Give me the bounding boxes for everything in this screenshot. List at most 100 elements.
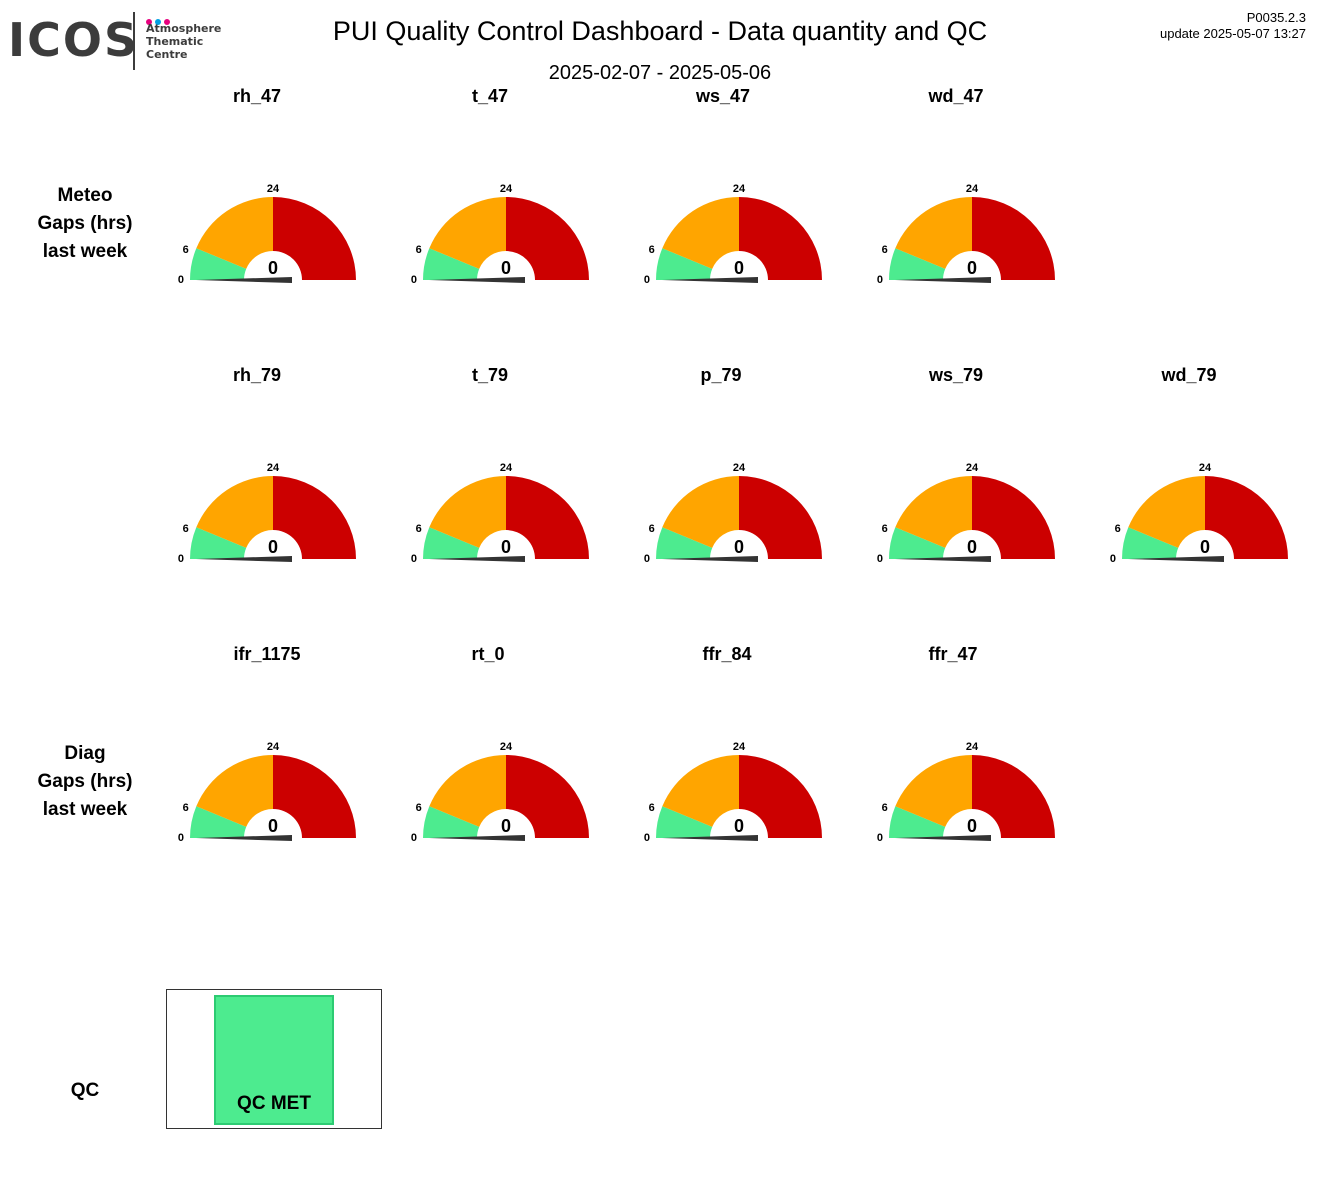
gauge-t-79: t_790624480 — [390, 365, 590, 565]
gauge-dial: 0624480 — [1110, 462, 1288, 565]
gauge-tick-label: 24 — [267, 741, 280, 753]
gauge-band — [506, 197, 589, 280]
gauge-tick-label: 0 — [178, 274, 184, 286]
gauge-dial: 0624480 — [644, 183, 822, 286]
gauge-tick-label: 24 — [500, 462, 513, 474]
gauge-t-47: t_470624480 — [390, 86, 590, 286]
gauge-tick-label: 24 — [966, 183, 979, 195]
gauge-band — [190, 806, 247, 838]
gauge-value: 0 — [268, 258, 278, 278]
gauge-needle — [895, 556, 991, 562]
gauge-band — [196, 476, 273, 548]
gauge-tick-label: 6 — [882, 244, 888, 256]
gauge-tick-label: 24 — [966, 462, 979, 474]
gauge-tick-label: 24 — [733, 462, 746, 474]
gauge-tick-label: 6 — [882, 802, 888, 814]
gauge-title: rh_47 — [232, 86, 282, 106]
gauge-band — [273, 755, 356, 838]
gauge-needle — [662, 277, 758, 283]
gauge-dial: 0624480 — [178, 183, 356, 286]
gauge-wd-47: wd_470624480 — [856, 86, 1056, 286]
gauge-tick-label: 0 — [644, 553, 650, 565]
gauge-band — [273, 476, 356, 559]
gauge-ws-47: ws_470624480 — [623, 86, 823, 286]
gauge-tick-label: 24 — [267, 462, 280, 474]
gauge-value: 0 — [501, 816, 511, 836]
gauge-wd-79: wd_790624480 — [1089, 365, 1289, 565]
gauge-tick-label: 6 — [416, 802, 422, 814]
gauge-tick-label: 24 — [966, 741, 979, 753]
gauge-band — [273, 197, 356, 280]
gauge-needle — [196, 835, 292, 841]
gauge-tick-label: 6 — [416, 244, 422, 256]
gauge-band — [423, 806, 480, 838]
gauge-band — [889, 806, 946, 838]
gauge-band — [739, 197, 822, 280]
gauge-title: t_79 — [471, 365, 509, 385]
gauge-dial: 0624480 — [877, 183, 1055, 286]
gauge-tick-label: 0 — [1110, 553, 1116, 565]
gauge-title: ifr_1175 — [233, 644, 301, 664]
logo-wordmark: ICOS — [8, 13, 140, 67]
dashboard-title: PUI Quality Control Dashboard - Data qua… — [332, 16, 988, 46]
gauge-dial: 0624480 — [411, 741, 589, 844]
gauge-tick-label: 0 — [644, 832, 650, 844]
gauge-tick-label: 0 — [877, 553, 883, 565]
gauge-tick-label: 24 — [500, 741, 513, 753]
gauge-band — [656, 806, 713, 838]
gauge-band — [1122, 527, 1179, 559]
gauge-tick-label: 6 — [649, 244, 655, 256]
gauge-band — [1205, 476, 1288, 559]
gauge-band — [190, 248, 247, 280]
gauge-band — [662, 755, 739, 827]
gauge-band — [889, 527, 946, 559]
gauge-band — [972, 755, 1055, 838]
row-label-line: Gaps (hrs) — [37, 771, 133, 792]
gauge-band — [423, 248, 480, 280]
gauge-dial: 0624480 — [877, 741, 1055, 844]
gauge-band — [889, 248, 946, 280]
gauge-value: 0 — [268, 816, 278, 836]
gauge-tick-label: 0 — [411, 274, 417, 286]
gauge-ffr-47: ffr_470624480 — [856, 644, 1056, 844]
gauge-needle — [429, 556, 525, 562]
gauge-tick-label: 0 — [178, 832, 184, 844]
gauge-ifr-1175: ifr_11750624480 — [157, 644, 357, 844]
gauge-dial: 0624480 — [877, 462, 1055, 565]
gauge-needle — [196, 556, 292, 562]
gauge-value: 0 — [501, 258, 511, 278]
gauge-tick-label: 0 — [644, 274, 650, 286]
gauge-title: t_47 — [471, 86, 509, 106]
gauge-value: 0 — [501, 537, 511, 557]
qc-panel: QC MET — [166, 989, 382, 1129]
gauge-tick-label: 6 — [183, 523, 189, 535]
gauge-band — [656, 248, 713, 280]
gauge-needle — [662, 835, 758, 841]
icos-logo: ICOS Atmosphere Thematic Centre — [6, 8, 236, 74]
gauge-band — [429, 476, 506, 548]
gauge-tick-label: 6 — [183, 802, 189, 814]
date-range: 2025-02-07 - 2025-05-06 — [548, 62, 772, 84]
row-label-line: QC — [70, 1080, 100, 1101]
gauge-tick-label: 24 — [733, 741, 746, 753]
gauge-value: 0 — [734, 537, 744, 557]
gauge-rh-47: rh_47 0624480 — [157, 86, 357, 286]
gauge-title: wd_47 — [928, 86, 984, 106]
row-label-line: Diag — [64, 743, 106, 764]
gauge-title: ws_79 — [928, 365, 984, 385]
row-label-diag: Diag Gaps (hrs) last week — [20, 740, 150, 824]
gauge-tick-label: 6 — [649, 523, 655, 535]
logo-sub-line: Atmosphere — [146, 22, 222, 35]
gauge-dial: 0624480 — [644, 741, 822, 844]
gauge-value: 0 — [967, 816, 977, 836]
version-info: P0035.2.3 update 2025-05-07 13:27 — [1160, 10, 1306, 42]
gauge-needle — [429, 277, 525, 283]
gauge-needle — [895, 277, 991, 283]
gauge-needle — [1128, 556, 1224, 562]
gauge-tick-label: 24 — [733, 183, 746, 195]
gauge-title: ws_47 — [695, 86, 751, 106]
gauge-tick-label: 0 — [411, 553, 417, 565]
gauge-value: 0 — [967, 537, 977, 557]
gauge-tick-label: 0 — [411, 832, 417, 844]
version-number: P0035.2.3 — [1246, 10, 1306, 25]
